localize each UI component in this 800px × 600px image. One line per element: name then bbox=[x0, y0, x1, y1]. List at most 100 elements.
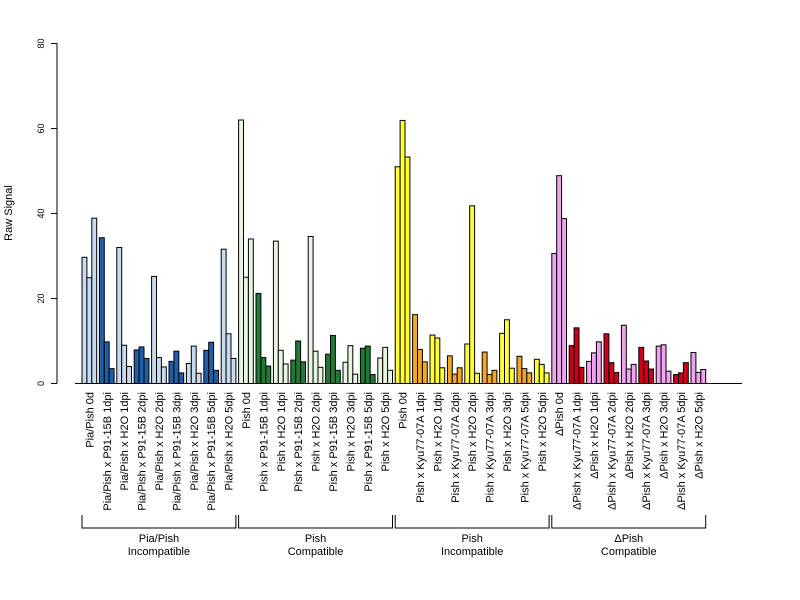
bar bbox=[190, 345, 197, 385]
bar bbox=[568, 345, 575, 384]
bar bbox=[690, 351, 697, 385]
bar bbox=[551, 252, 558, 384]
y-tick-label: 20 bbox=[36, 293, 46, 303]
bar bbox=[98, 237, 105, 384]
bar bbox=[638, 346, 645, 384]
bar bbox=[516, 355, 523, 384]
bar bbox=[655, 345, 662, 385]
bar bbox=[446, 355, 453, 384]
bar bbox=[412, 314, 419, 384]
bar bbox=[499, 332, 506, 385]
category-label: Pish x Kyu77-07A 3dpi bbox=[485, 392, 497, 503]
bar bbox=[230, 357, 237, 384]
group-bracket bbox=[551, 515, 707, 529]
bar bbox=[578, 366, 585, 385]
bar bbox=[116, 247, 123, 384]
category-label: Pia/Pish x H2O 2dpi bbox=[154, 392, 166, 490]
bar bbox=[508, 367, 515, 385]
category-label: Pish x P91-15B 2dpi bbox=[293, 392, 305, 492]
category-labels: Pia/Pish 0d Pia/Pish x P91-15B 1dpi Pia/Pi… bbox=[84, 392, 705, 511]
bar bbox=[429, 334, 436, 384]
bar bbox=[417, 349, 423, 384]
category-label: ΔPish x H2O 5dpi bbox=[693, 392, 705, 479]
category-label: Pish 0d bbox=[241, 392, 253, 429]
bar bbox=[126, 366, 132, 384]
y-tick-label: 80 bbox=[36, 38, 46, 48]
category-label: Pia/Pish x P91-15B 1dpi bbox=[102, 392, 114, 511]
bar bbox=[630, 363, 637, 384]
category-label: Pish x H2O 1dpi bbox=[432, 392, 444, 471]
category-label: Pish x Kyu77-07A 2dpi bbox=[450, 392, 462, 503]
category-label: Pish x H2O 5dpi bbox=[537, 392, 549, 471]
bar bbox=[533, 358, 540, 384]
group-label-line1: ΔPish bbox=[614, 533, 643, 545]
bar bbox=[625, 368, 632, 384]
y-tick-label: 40 bbox=[36, 208, 46, 218]
bar bbox=[591, 352, 597, 384]
bar bbox=[103, 341, 110, 385]
category-label: Pish x P91-15B 1dpi bbox=[258, 392, 270, 492]
bar bbox=[399, 119, 406, 385]
bar bbox=[312, 350, 319, 385]
y-tick-label: 60 bbox=[36, 123, 46, 133]
category-label: Pish x H2O 2dpi bbox=[467, 392, 479, 471]
category-label: ΔPish x Kyu77-07A 2dpi bbox=[606, 392, 618, 510]
category-label: Pia/Pish x P91-15B 5dpi bbox=[206, 392, 218, 511]
bar bbox=[678, 372, 684, 384]
group-bracket bbox=[238, 515, 393, 529]
category-label: Pia/Pish x P91-15B 2dpi bbox=[137, 392, 149, 511]
category-label: Pish x H2O 3dpi bbox=[502, 392, 514, 471]
bar bbox=[255, 292, 262, 384]
bar bbox=[352, 373, 359, 384]
bar bbox=[330, 334, 336, 385]
bar bbox=[586, 360, 592, 384]
bar bbox=[673, 374, 679, 385]
bar bbox=[434, 337, 441, 384]
category-label: Pia/Pish x H2O 1dpi bbox=[119, 392, 131, 490]
bar bbox=[173, 350, 180, 385]
bar bbox=[573, 327, 580, 385]
bar bbox=[538, 363, 545, 384]
bar bbox=[342, 361, 349, 384]
category-label: Pish x P91-15B 3dpi bbox=[328, 392, 340, 492]
group-label-line1: Pish bbox=[305, 533, 326, 545]
bar bbox=[325, 353, 332, 384]
category-label: Pish x H2O 3dpi bbox=[345, 392, 357, 471]
bar bbox=[486, 374, 493, 385]
bar bbox=[643, 360, 650, 385]
group-label-line2: Incompatible bbox=[441, 546, 503, 558]
category-label: Pish x P91-15B 5dpi bbox=[363, 392, 375, 492]
bar bbox=[203, 349, 210, 385]
group-label-line2: Compatible bbox=[288, 546, 344, 558]
bar bbox=[382, 346, 389, 384]
bar bbox=[277, 349, 284, 385]
category-label: Pish x H2O 5dpi bbox=[380, 392, 392, 471]
bar bbox=[86, 277, 93, 384]
bar bbox=[451, 373, 458, 384]
bar bbox=[364, 345, 371, 385]
bar bbox=[474, 372, 481, 384]
bar bbox=[133, 349, 140, 384]
bar bbox=[300, 361, 307, 385]
bar bbox=[608, 362, 615, 384]
bar bbox=[682, 362, 689, 384]
category-label: Pish x Kyu77-07A 5dpi bbox=[519, 392, 531, 503]
bar bbox=[543, 372, 550, 384]
category-label: ΔPish 0d bbox=[554, 392, 566, 436]
bar bbox=[238, 119, 245, 384]
bar bbox=[220, 248, 227, 384]
bar bbox=[404, 156, 411, 384]
bar bbox=[295, 340, 302, 384]
bar bbox=[168, 360, 175, 384]
category-label: Pish x H2O 2dpi bbox=[311, 392, 323, 471]
bar bbox=[334, 369, 341, 385]
bar bbox=[195, 372, 202, 384]
bar bbox=[421, 361, 428, 385]
bar bbox=[178, 372, 185, 384]
bar bbox=[265, 365, 272, 385]
group-brackets: Pia/PishIncompatiblePishCompatiblePishIn… bbox=[81, 515, 707, 558]
bar bbox=[521, 368, 528, 384]
group-label-line2: Incompatible bbox=[128, 546, 190, 558]
bar bbox=[317, 366, 324, 385]
bar bbox=[160, 366, 167, 384]
